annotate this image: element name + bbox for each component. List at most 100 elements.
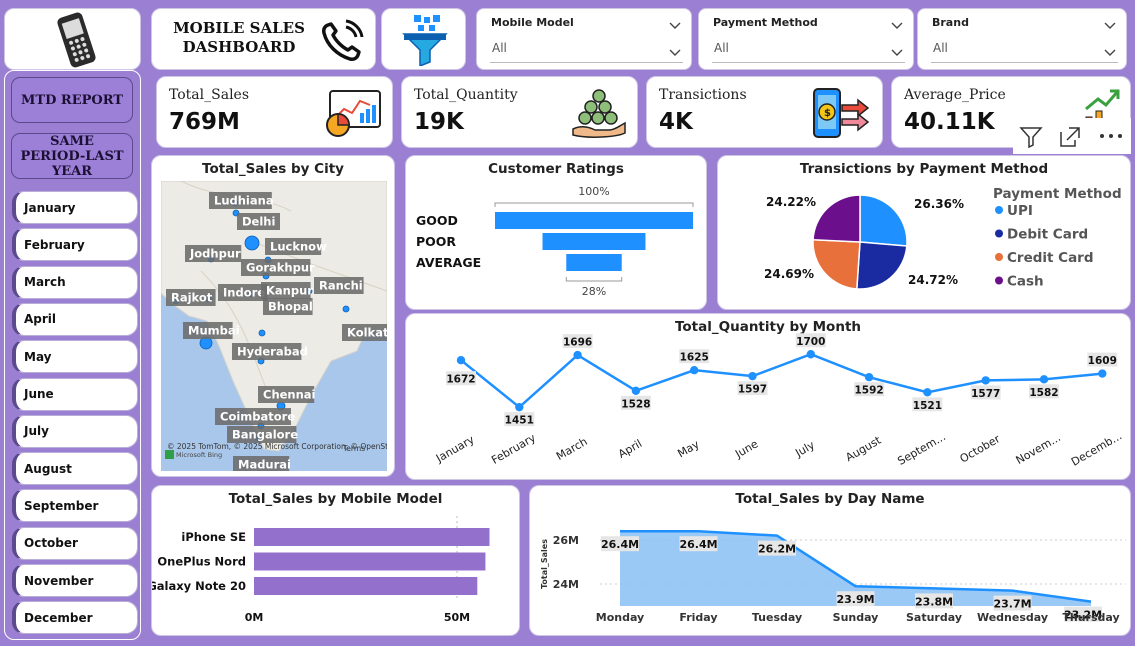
bing-label: Microsoft Bing	[176, 451, 222, 459]
pie-data-label: 24.69%	[764, 267, 814, 281]
data-label-bg	[912, 397, 943, 412]
pie-slice-debit-card[interactable]	[855, 241, 908, 290]
month-button-january[interactable]: January	[12, 191, 138, 224]
chevron-down-icon[interactable]	[891, 15, 903, 34]
day-area-chart[interactable]: 26.4M Monday 26.4M Friday 26.2M Tuesday 23.9M S…	[530, 486, 1132, 637]
quantity-point[interactable]	[690, 365, 699, 375]
month-axis-label: Septem...	[895, 430, 947, 468]
quantity-point[interactable]	[748, 371, 757, 381]
quantity-point[interactable]	[1098, 369, 1107, 378]
city-label-bg	[166, 289, 216, 306]
transictions-kpi-card: Transictions 4K $	[646, 76, 883, 148]
mtd-report-button[interactable]: MTD REPORT	[11, 77, 133, 123]
brand-slicer: Brand All	[917, 8, 1127, 70]
quantity-point[interactable]	[631, 386, 641, 395]
quantity-data-label: 1700	[796, 336, 825, 348]
city-label-bhopal: Bhopal	[268, 300, 313, 314]
data-label-bg	[601, 536, 639, 552]
month-button-september[interactable]: September	[12, 489, 138, 523]
quantity-point[interactable]	[981, 376, 990, 385]
slicer-underline	[712, 62, 905, 63]
payment-pie[interactable]: 26.36% 24.72% 24.69% 24.22% Payment MethodUP…	[718, 156, 1132, 311]
month-button-february[interactable]: February	[12, 228, 138, 262]
total-quantity-kpi-card: Total_Quantity 19K	[401, 76, 638, 148]
payment-method-slicer: Payment Method All	[698, 8, 914, 70]
pie-slice-cash[interactable]	[812, 194, 861, 243]
brand-slicer-label: Brand	[932, 16, 969, 29]
legend-item-cash[interactable]: Cash	[1007, 274, 1044, 290]
month-button-june[interactable]: June	[12, 377, 138, 411]
chevron-down-icon[interactable]	[669, 15, 681, 34]
title-line-2: DASHBOARD	[182, 38, 296, 56]
slicer-underline	[490, 62, 683, 63]
city-label-bg	[314, 277, 364, 294]
filter-icon[interactable]	[1019, 126, 1043, 148]
bar-category-label: Galaxy Note 20	[152, 579, 246, 593]
legend-item-credit-card[interactable]: Credit Card	[1007, 250, 1094, 266]
city-dot-hyderabad[interactable]	[258, 329, 266, 337]
day-data-label: 23.8M	[915, 595, 953, 608]
chevron-down-icon[interactable]	[1104, 42, 1116, 61]
quantity-line-chart[interactable]: 1672 1451 1696 1528 1625 1597 1700 1592 1521 1577…	[406, 314, 1132, 481]
quantity-point[interactable]	[456, 356, 466, 365]
month-button-march[interactable]: March	[12, 265, 138, 299]
month-button-november[interactable]: November	[12, 564, 138, 597]
quantity-point[interactable]	[573, 350, 582, 360]
pie-slice-upi[interactable]	[859, 194, 908, 247]
payment-card: Transictions by Payment Method 26.36% 24.…	[717, 155, 1131, 310]
month-axis-label: May	[675, 437, 702, 460]
day-data-label: 26.4M	[601, 538, 639, 551]
map-terms-link[interactable]: Terms	[342, 444, 365, 453]
focus-mode-icon[interactable]	[1059, 126, 1081, 148]
month-button-august[interactable]: August	[12, 452, 138, 486]
city-map[interactable]: Ludhiana Delhi Jodhpur Lucknow Gorakhpur Rajk…	[161, 181, 387, 471]
month-axis-label: January	[433, 433, 477, 466]
month-axis-label: July	[792, 438, 817, 460]
quantity-point[interactable]	[806, 350, 815, 359]
payment-method-slicer-value[interactable]: All	[714, 41, 729, 55]
chevron-down-icon[interactable]	[669, 42, 681, 61]
funnel-bar-average[interactable]	[566, 254, 622, 271]
chevron-down-icon[interactable]	[1104, 15, 1116, 34]
sales-area-line	[620, 529, 1092, 603]
legend-item-debit-card[interactable]: Debit Card	[1007, 227, 1088, 243]
total-sales-kpi-label: Total_Sales	[169, 87, 250, 103]
more-options-icon[interactable]	[1097, 126, 1125, 146]
funnel-bar-good[interactable]	[495, 212, 693, 229]
quantity-point[interactable]	[923, 388, 932, 397]
same-period-last-year-button[interactable]: SAME PERIOD-LAST YEAR	[11, 133, 133, 179]
legend-marker	[995, 206, 1003, 214]
quantity-point[interactable]	[515, 402, 524, 412]
mobile-model-slicer-value[interactable]: All	[492, 41, 507, 55]
quantity-point[interactable]	[864, 373, 874, 382]
visual-toolbar	[1013, 118, 1131, 154]
ratings-funnel[interactable]: 100% GOOD POOR AVERAGE 28%	[406, 156, 708, 311]
month-button-december[interactable]: December	[12, 601, 138, 635]
month-button-july[interactable]: July	[12, 414, 138, 448]
day-axis-label: Friday	[679, 611, 717, 624]
month-button-april[interactable]: April	[12, 302, 138, 336]
day-axis-label: Wednesday	[977, 611, 1048, 624]
funnel-label-average: AVERAGE	[416, 255, 481, 270]
funnel-bar-poor[interactable]	[542, 233, 646, 250]
month-button-may[interactable]: May	[12, 340, 138, 374]
model-bar-chart[interactable]: iPhone SE OnePlus Nord Galaxy Note 20 0M 50M	[152, 486, 521, 637]
legend-item-upi[interactable]: UPI	[1007, 203, 1033, 219]
bar-galaxy-note-20[interactable]	[254, 577, 478, 595]
city-label-hyderabad: Hyderabad	[237, 345, 308, 359]
pie-slice-credit-card[interactable]	[812, 238, 861, 290]
day-title: Total_Sales by Day Name	[735, 491, 925, 507]
month-button-october[interactable]: October	[12, 526, 138, 560]
bar-oneplus-nord[interactable]	[254, 552, 486, 571]
city-dot-kolkata[interactable]	[342, 305, 350, 313]
sales-area	[620, 531, 1091, 606]
chevron-down-icon[interactable]	[891, 42, 903, 61]
city-dot-lucknow[interactable]	[244, 235, 260, 251]
brand-slicer-value[interactable]: All	[933, 41, 948, 55]
city-label-bg	[237, 213, 280, 230]
funnel-top-label: 100%	[578, 185, 609, 198]
day-axis-label: Saturday	[906, 611, 962, 624]
bar-iphone-se[interactable]	[254, 528, 490, 546]
quantity-data-label: 1625	[680, 352, 709, 364]
quantity-point[interactable]	[1039, 375, 1049, 384]
